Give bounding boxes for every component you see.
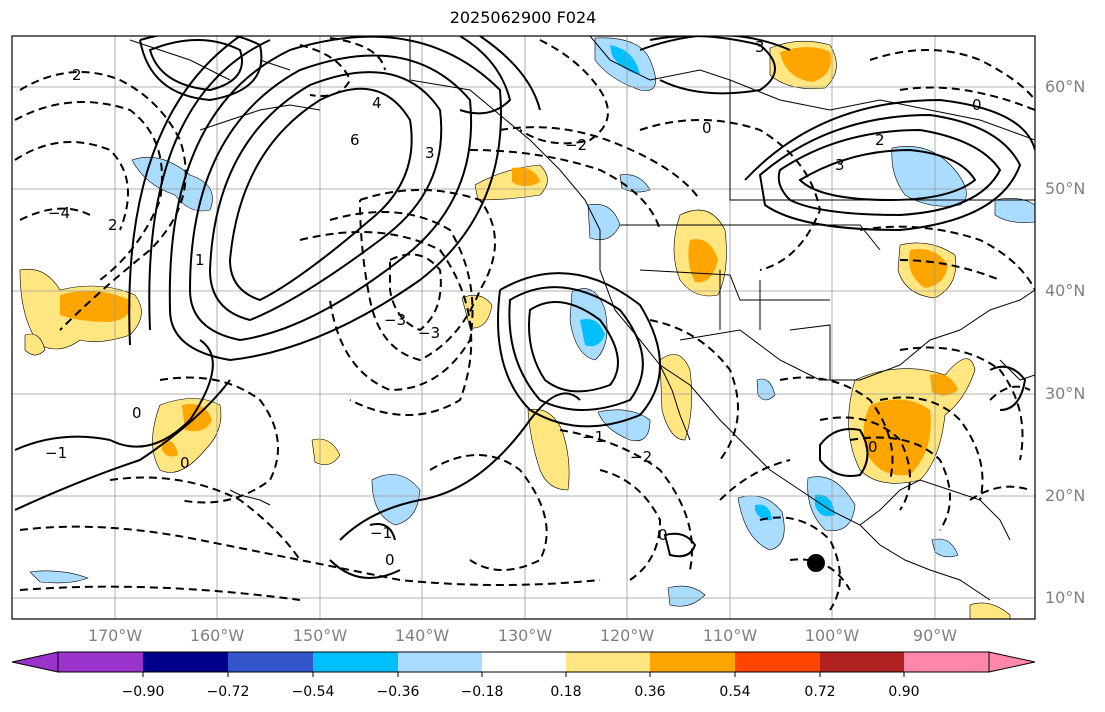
colorbar-tick-label: 0.36 — [634, 684, 666, 700]
colorbar-segment — [398, 652, 482, 672]
contour-label: −3 — [384, 311, 406, 329]
contour-label: 6 — [350, 131, 360, 149]
lat-label: 30°N — [1045, 384, 1086, 403]
colorbar-tick-label: −0.54 — [291, 684, 335, 700]
map-frame — [11, 35, 1036, 620]
contour-label: −1 — [45, 444, 67, 462]
colorbar — [11, 651, 1036, 677]
contour-label: −2 — [565, 136, 587, 154]
contour-label: 3 — [835, 156, 845, 174]
colorbar-segment — [228, 652, 313, 672]
positive-shading — [19, 40, 1011, 619]
lat-label: 20°N — [1045, 486, 1086, 505]
lon-label: 160°W — [189, 626, 245, 645]
contour-label: 2 — [875, 131, 885, 149]
colorbar-segment — [735, 652, 820, 672]
colorbar-extend-low — [11, 651, 59, 673]
negative-shading — [29, 37, 1035, 607]
contour-label: 3 — [425, 144, 435, 162]
colorbar-tick-label: −0.90 — [121, 684, 165, 700]
lat-label: 40°N — [1045, 281, 1086, 300]
colorbar-segment — [904, 652, 989, 672]
contour-labels: 2 0 −1 4 6 3 0 −2 −3 2 −4 −3 −2 3 0 −1 0… — [45, 38, 982, 569]
lat-label: 60°N — [1045, 77, 1086, 96]
colorbar-segment — [482, 652, 566, 672]
contour-label: 1 — [195, 251, 205, 269]
contour-label: 3 — [755, 38, 765, 56]
colorbar-tick-label: −0.72 — [206, 684, 250, 700]
colorbar-tick-label: 0.18 — [550, 684, 582, 700]
lon-label: 120°W — [599, 626, 655, 645]
lon-label: 90°W — [912, 626, 958, 645]
colorbar-segment — [58, 652, 143, 672]
coastlines — [129, 36, 1035, 601]
colorbar-tick-label: 0.90 — [888, 684, 920, 700]
colorbar-extend-high — [988, 651, 1036, 673]
contour-label: 4 — [372, 94, 382, 112]
contour-label: −1 — [370, 524, 392, 542]
colorbar-tick-label: 0.72 — [804, 684, 836, 700]
colorbar-segment — [143, 652, 228, 672]
contour-label: 2 — [108, 216, 118, 234]
lon-label: 130°W — [497, 626, 553, 645]
lon-label: 110°W — [702, 626, 758, 645]
contour-label: −1 — [582, 428, 604, 446]
contour-label: 0 — [180, 454, 190, 472]
contour-label: 2 — [72, 66, 82, 84]
contour-label: 0 — [658, 526, 668, 544]
colorbar-tick-label: 0.54 — [719, 684, 751, 700]
contour-label: 0 — [385, 551, 395, 569]
lon-label: 170°W — [87, 626, 143, 645]
lat-label: 50°N — [1045, 179, 1086, 198]
contour-label: 0 — [132, 404, 142, 422]
contour-label: 0 — [868, 438, 878, 456]
colorbar-segment — [820, 652, 904, 672]
colorbar-segment — [566, 652, 650, 672]
contour-label: −3 — [418, 324, 440, 342]
positive-contours — [14, 36, 1035, 579]
storm-center-marker — [807, 554, 825, 572]
contour-label: 0 — [972, 96, 982, 114]
lon-label: 150°W — [292, 626, 348, 645]
colorbar-tick-label: −0.36 — [376, 684, 420, 700]
colorbar-tick-label: −0.18 — [460, 684, 504, 700]
colorbar-segment — [313, 652, 398, 672]
lon-label: 100°W — [804, 626, 860, 645]
contour-label: −2 — [630, 448, 652, 466]
contour-label: 0 — [702, 119, 712, 137]
colorbar-segment — [650, 652, 735, 672]
contour-label: −4 — [48, 204, 70, 222]
lat-label: 10°N — [1045, 588, 1086, 607]
lon-label: 140°W — [394, 626, 450, 645]
map-title: 2025062900 F024 — [449, 8, 597, 27]
